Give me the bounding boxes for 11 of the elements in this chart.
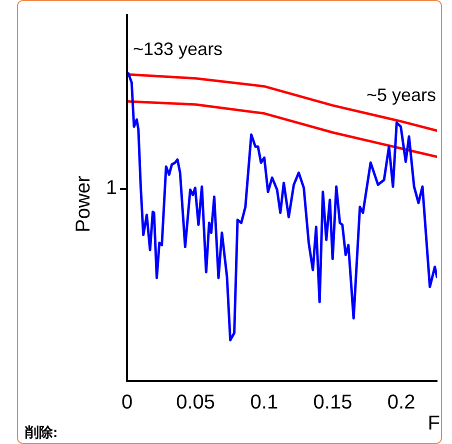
annotation: ~5 years bbox=[366, 85, 436, 106]
x-tick-label: 0.15 bbox=[313, 392, 352, 414]
text: ~133 years bbox=[133, 39, 223, 60]
x-tick-label: 0.1 bbox=[250, 392, 278, 414]
x-tick-label: 0 bbox=[121, 392, 133, 414]
x-tick-label: 0.05 bbox=[176, 392, 216, 414]
text: 削除: bbox=[25, 424, 58, 440]
y-axis-title: Power bbox=[72, 175, 95, 232]
x-axis-title: F bbox=[428, 412, 440, 435]
x-tick-label: 0.2 bbox=[387, 392, 416, 414]
text: 1 bbox=[106, 177, 117, 199]
